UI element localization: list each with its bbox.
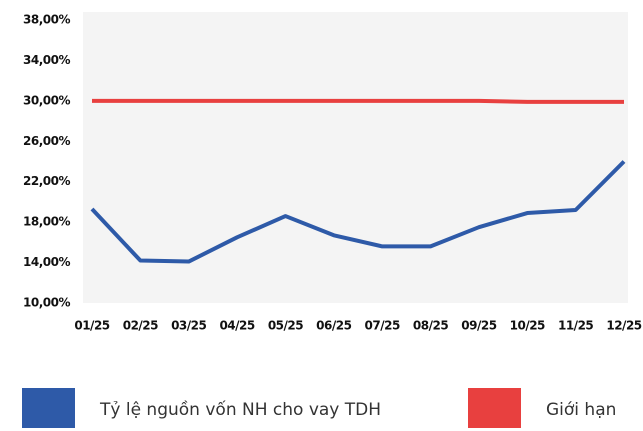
x-tick-label: 08/25 [413, 319, 448, 333]
x-tick-label: 05/25 [268, 319, 303, 333]
series-line [90, 160, 626, 264]
y-tick-label: 14,00% [23, 255, 70, 269]
series-line [92, 98, 624, 104]
y-tick-label: 38,00% [23, 13, 70, 27]
x-tick-label: 06/25 [316, 319, 351, 333]
y-tick-label: 18,00% [23, 215, 70, 229]
x-tick-label: 02/25 [123, 319, 158, 333]
y-tick-label: 34,00% [23, 53, 70, 67]
x-tick-label: 10/25 [510, 319, 545, 333]
x-tick-label: 09/25 [461, 319, 496, 333]
y-tick-label: 30,00% [23, 93, 70, 107]
x-tick-label: 01/25 [74, 319, 109, 333]
legend-label: Giới hạn [546, 400, 616, 420]
y-tick-label: 26,00% [23, 134, 70, 148]
x-tick-label: 11/25 [558, 319, 593, 333]
plot-area [83, 12, 628, 303]
legend-swatch [468, 388, 521, 428]
x-tick-label: 04/25 [219, 319, 254, 333]
x-tick-label: 03/25 [171, 319, 206, 333]
legend-label: Tỷ lệ nguồn vốn NH cho vay TDH [99, 399, 381, 420]
y-tick-label: 22,00% [23, 174, 70, 188]
y-tick-label: 10,00% [23, 296, 70, 310]
x-tick-label: 07/25 [365, 319, 400, 333]
legend-swatch [22, 388, 75, 428]
x-tick-label: 12/25 [606, 319, 641, 333]
